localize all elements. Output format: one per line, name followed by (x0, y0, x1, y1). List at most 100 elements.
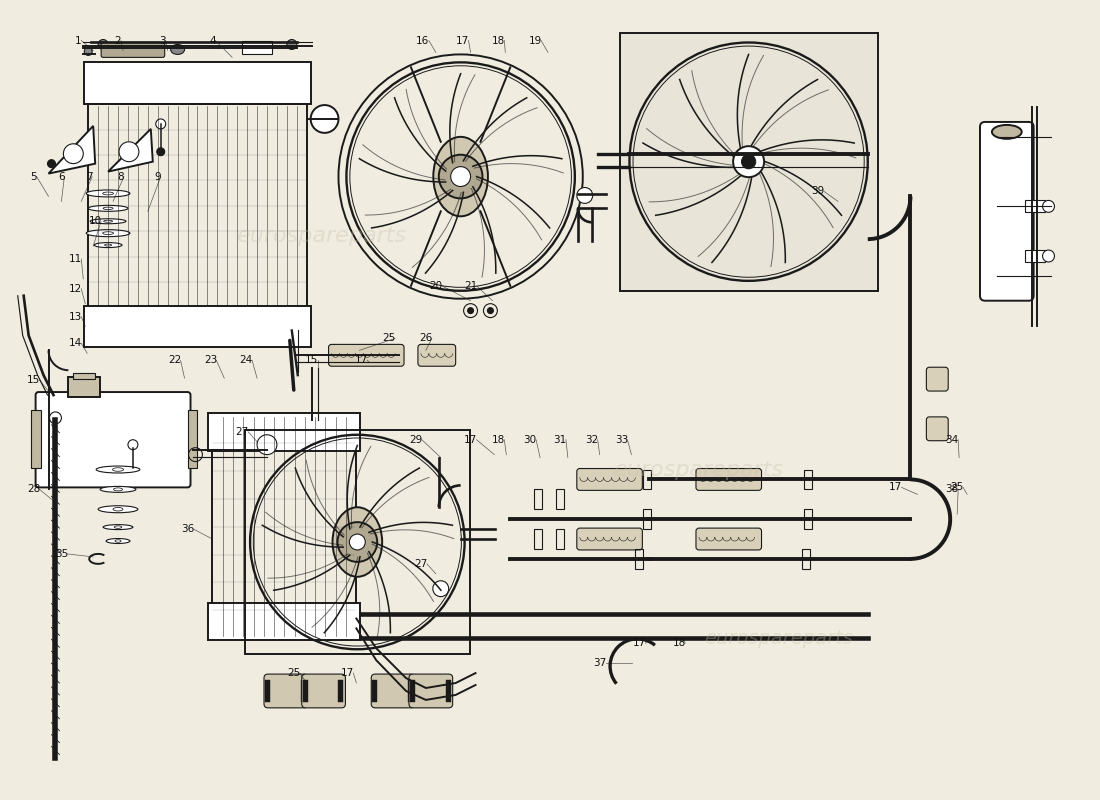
Circle shape (50, 412, 62, 424)
FancyBboxPatch shape (35, 392, 190, 487)
Text: 8: 8 (118, 171, 124, 182)
Ellipse shape (433, 137, 488, 216)
Text: 28: 28 (28, 484, 41, 494)
FancyBboxPatch shape (576, 469, 642, 490)
Bar (410, 680, 415, 702)
Text: 27: 27 (235, 426, 249, 437)
Circle shape (468, 308, 473, 314)
Text: 30: 30 (524, 434, 537, 445)
Text: 37: 37 (593, 658, 606, 668)
Text: 18: 18 (492, 35, 505, 46)
Ellipse shape (98, 506, 138, 513)
Text: 11: 11 (68, 254, 81, 264)
Bar (408, 680, 412, 702)
Ellipse shape (103, 220, 112, 222)
Text: 10: 10 (89, 216, 101, 226)
Text: eurospareparts: eurospareparts (614, 459, 784, 479)
Circle shape (310, 105, 339, 133)
Text: 17: 17 (889, 482, 902, 492)
Text: eurospareparts: eurospareparts (236, 226, 407, 246)
Ellipse shape (90, 218, 126, 224)
Text: 14: 14 (68, 338, 81, 348)
Text: 26: 26 (419, 334, 432, 343)
Circle shape (454, 170, 467, 183)
FancyBboxPatch shape (301, 674, 345, 708)
Circle shape (128, 440, 138, 450)
Circle shape (157, 148, 165, 156)
Bar (1025, 200, 1045, 212)
FancyBboxPatch shape (696, 528, 761, 550)
Text: 36: 36 (180, 524, 195, 534)
Circle shape (338, 522, 377, 562)
Bar (556, 529, 564, 549)
Text: 17: 17 (341, 668, 354, 678)
Text: 16: 16 (416, 35, 429, 46)
Text: 1: 1 (75, 35, 81, 46)
FancyBboxPatch shape (409, 674, 453, 708)
Circle shape (350, 534, 365, 550)
Bar (85, 62, 310, 104)
Ellipse shape (102, 192, 113, 195)
FancyBboxPatch shape (329, 344, 404, 366)
Text: 23: 23 (204, 355, 217, 366)
Bar (339, 680, 343, 702)
Text: 3: 3 (160, 35, 166, 46)
Text: 9: 9 (154, 171, 161, 182)
Text: 18: 18 (492, 434, 505, 445)
Text: 17: 17 (464, 434, 477, 445)
Bar (302, 680, 308, 702)
FancyBboxPatch shape (264, 674, 308, 708)
Bar (619, 33, 878, 290)
Bar (300, 680, 306, 702)
Ellipse shape (332, 507, 382, 577)
Polygon shape (108, 129, 153, 171)
Bar (372, 680, 377, 702)
Text: 22: 22 (168, 355, 182, 366)
Text: 20: 20 (429, 281, 442, 290)
Ellipse shape (114, 526, 122, 528)
Ellipse shape (113, 488, 122, 491)
Text: 25: 25 (950, 482, 964, 492)
Text: 35: 35 (55, 549, 68, 559)
Text: 13: 13 (68, 311, 81, 322)
Ellipse shape (106, 538, 130, 543)
Circle shape (351, 535, 364, 549)
Circle shape (1043, 250, 1055, 262)
Text: 32: 32 (585, 434, 598, 445)
Bar (644, 510, 651, 529)
Text: 24: 24 (240, 355, 253, 366)
Text: 15: 15 (305, 355, 318, 366)
FancyBboxPatch shape (101, 42, 165, 58)
Ellipse shape (103, 525, 133, 530)
Bar (802, 549, 811, 569)
FancyBboxPatch shape (980, 122, 1034, 301)
Text: 6: 6 (58, 171, 65, 182)
Polygon shape (48, 126, 96, 174)
Bar (68, 377, 100, 397)
Circle shape (439, 154, 483, 198)
Bar (85, 306, 310, 347)
Text: 38: 38 (946, 484, 959, 494)
Text: 17: 17 (632, 638, 646, 648)
Ellipse shape (100, 486, 136, 492)
Text: 15: 15 (28, 375, 41, 385)
FancyBboxPatch shape (418, 344, 455, 366)
Bar (535, 490, 542, 510)
Bar (265, 680, 269, 702)
Circle shape (487, 308, 494, 314)
Text: 34: 34 (946, 434, 959, 445)
Circle shape (741, 154, 756, 169)
FancyBboxPatch shape (372, 674, 415, 708)
Text: 18: 18 (672, 638, 685, 648)
Circle shape (343, 528, 372, 556)
FancyBboxPatch shape (576, 528, 642, 550)
Circle shape (98, 39, 108, 50)
Text: 2: 2 (114, 35, 121, 46)
Circle shape (576, 187, 593, 203)
Ellipse shape (113, 507, 123, 511)
Circle shape (64, 144, 84, 164)
Bar (446, 680, 451, 702)
Text: 7: 7 (86, 171, 92, 182)
Bar (212, 415, 356, 638)
Text: 33: 33 (615, 434, 628, 445)
